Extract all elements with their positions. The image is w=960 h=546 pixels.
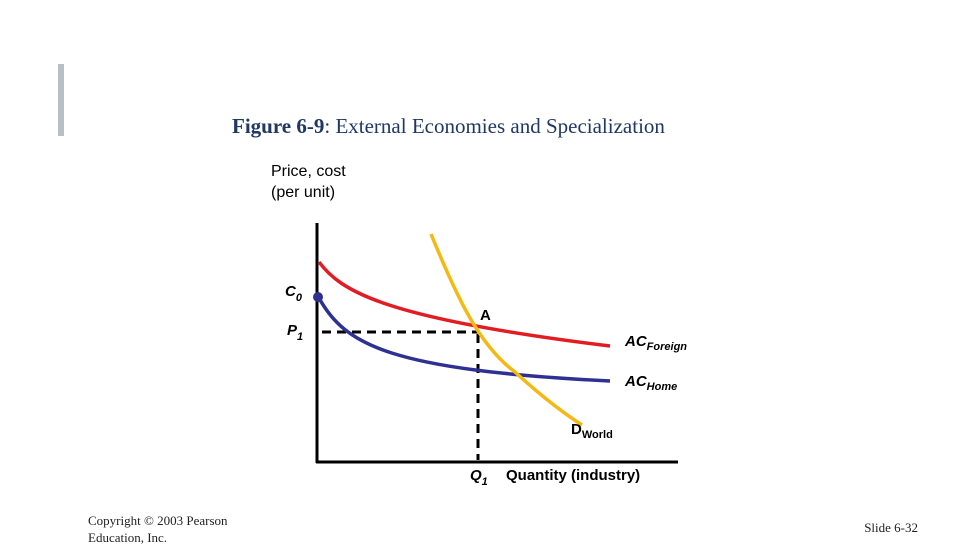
slide-title: Figure 6-9: External Economies and Speci…	[232, 114, 665, 139]
c0-point	[313, 292, 323, 302]
ac-home-label: ACHome	[624, 373, 677, 393]
d-world-label: DWorld	[571, 421, 613, 441]
ac-home-curve	[317, 297, 611, 383]
x-axis-label: Quantity (industry)	[506, 467, 640, 484]
ac-foreign-curve	[317, 260, 611, 348]
c0-label: C0	[285, 283, 303, 304]
q1-label: Q1	[470, 467, 488, 488]
figure-number: Figure 6-9	[232, 114, 325, 138]
y-axis-label-line2: (per unit)	[271, 184, 336, 201]
d-world-curve	[429, 233, 583, 427]
slide-number: Slide 6-32	[864, 520, 918, 535]
figure-caption: : External Economies and Specialization	[324, 114, 665, 138]
y-axis-label: Price, cost (per unit)	[271, 161, 346, 203]
copyright-text: Copyright © 2003 Pearson Education, Inc.	[88, 513, 228, 545]
ac-foreign-label: ACForeign	[624, 333, 687, 353]
y-axis-label-line1: Price, cost	[271, 163, 346, 180]
point-a-label: A	[480, 307, 491, 324]
slide-accent-bar	[58, 64, 64, 136]
p1-label: P1	[287, 322, 303, 343]
